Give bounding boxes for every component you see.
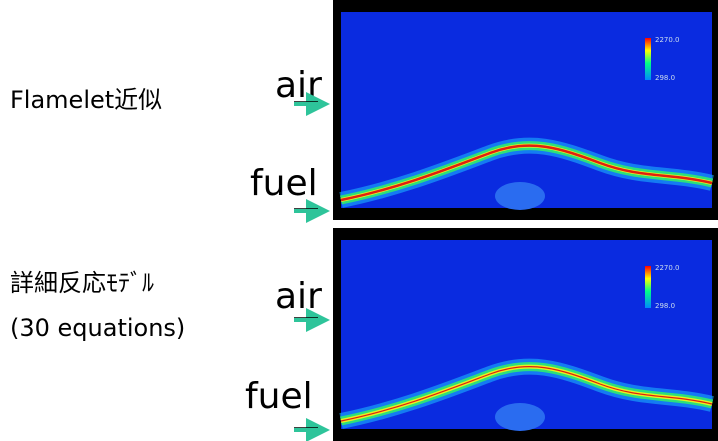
colorbar — [645, 38, 651, 80]
inlet-label: air — [275, 276, 322, 317]
page: 2270.0 298.0 Flamelet近似 air fuel 2270.0 298.0 詳… — [0, 0, 718, 441]
cool-blob — [495, 403, 545, 431]
colorbar-max: 2270.0 — [655, 36, 680, 44]
cool-blob — [495, 182, 545, 210]
inlet-label: fuel — [250, 163, 318, 204]
inlet-label: air — [275, 65, 322, 106]
inlet-label: fuel — [245, 376, 313, 417]
colorbar-max: 2270.0 — [655, 264, 680, 272]
colorbar — [645, 266, 651, 308]
panel-label: 詳細反応ﾓﾃﾞﾙ — [10, 269, 154, 297]
colorbar-min: 298.0 — [655, 302, 675, 310]
colorbar-min: 298.0 — [655, 74, 675, 82]
panel-sublabel: (30 equations) — [10, 314, 185, 342]
panel-label: Flamelet近似 — [10, 86, 162, 114]
